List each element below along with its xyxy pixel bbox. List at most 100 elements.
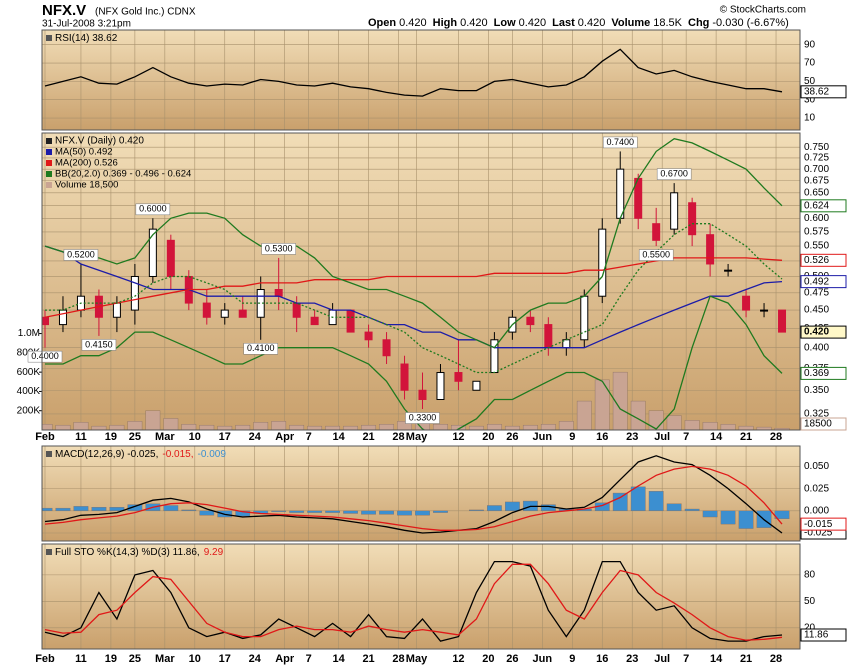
legend: RSI(14) 38.62 xyxy=(55,33,118,44)
legend-entry: MA(200) 0.526 xyxy=(55,158,118,169)
candle-body xyxy=(616,168,625,219)
quote-label: Last xyxy=(552,17,575,29)
x-tick-label: 10 xyxy=(189,653,201,665)
bar xyxy=(181,509,197,512)
annotation: 0.4000 xyxy=(31,351,59,361)
candle-body xyxy=(598,228,607,297)
panel-background xyxy=(42,30,800,130)
annotation: 0.6000 xyxy=(139,204,167,214)
y-tick-label: 0.000 xyxy=(804,505,829,516)
x-tick-label: 17 xyxy=(219,431,231,443)
candle-body xyxy=(418,389,427,401)
candle-body xyxy=(274,289,283,297)
end-label: -0.025 xyxy=(804,528,833,539)
bar xyxy=(720,424,736,430)
bar xyxy=(235,424,251,430)
bar xyxy=(684,508,700,512)
bar xyxy=(163,505,179,512)
bar xyxy=(181,424,197,430)
legend-icon xyxy=(46,182,52,188)
x-tick-label: Feb xyxy=(35,653,55,665)
copyright: © StockCharts.com xyxy=(720,5,806,16)
y2-tick-label: 1.0M xyxy=(18,328,40,339)
bar xyxy=(361,510,376,515)
bar xyxy=(127,504,143,512)
end-label: 0.369 xyxy=(804,368,829,379)
series-line xyxy=(44,563,783,641)
bar xyxy=(361,424,376,430)
x-tick-label: 21 xyxy=(362,653,374,665)
x-tick-label: 25 xyxy=(129,653,141,665)
candle-body xyxy=(148,228,157,277)
y-tick-label: 20 xyxy=(804,622,816,633)
bar xyxy=(666,415,682,430)
annotation-box xyxy=(405,412,440,424)
x-tick-label: 9 xyxy=(569,653,575,665)
bar xyxy=(271,510,287,512)
candle-body xyxy=(42,316,49,326)
x-tick-label: 14 xyxy=(710,653,723,665)
candle-body xyxy=(58,309,67,326)
x-tick-label: 21 xyxy=(740,431,752,443)
bar xyxy=(522,424,538,430)
legend-entry: MACD(12,26,9) -0.025, xyxy=(55,449,158,460)
legend-entry: RSI(14) 38.62 xyxy=(55,33,118,44)
candle-body xyxy=(526,316,535,326)
x-tick-label: 14 xyxy=(710,431,723,443)
x-tick-label: 19 xyxy=(105,653,117,665)
bar xyxy=(487,424,502,430)
end-label-box xyxy=(800,628,847,642)
bar xyxy=(666,503,682,512)
quote-value: -0.030 (-6.67%) xyxy=(712,17,788,29)
end-label: 0.526 xyxy=(804,255,829,266)
bar xyxy=(73,506,89,512)
quote-value: 18.5K xyxy=(653,17,682,29)
y-tick-label: 0.750 xyxy=(804,142,829,153)
legend-entry: BB(20,2.0) 0.369 - 0.496 - 0.624 xyxy=(55,169,191,180)
end-label: 0.420 xyxy=(804,327,829,338)
y2-tick-label: 200K xyxy=(17,405,41,416)
series-line xyxy=(44,138,783,349)
bar xyxy=(325,425,341,430)
bar xyxy=(630,486,646,512)
annotation: 0.5500 xyxy=(642,249,670,259)
bar xyxy=(684,420,700,430)
legend-label: NFX.V (Daily) 0.420 xyxy=(55,136,144,147)
candle-body xyxy=(688,202,697,236)
end-label-box xyxy=(800,325,847,339)
annotation: 0.5300 xyxy=(265,243,293,253)
legend-entry: -0.009 xyxy=(198,449,227,460)
bar xyxy=(756,426,772,430)
x-tick-label: 11 xyxy=(75,431,87,443)
y-tick-label: 80 xyxy=(804,570,816,581)
quote-label: Open xyxy=(368,17,396,29)
candle-body xyxy=(652,223,661,241)
panel-border xyxy=(41,543,801,650)
bar xyxy=(487,505,502,512)
candle-body xyxy=(436,372,445,401)
end-label: 0.492 xyxy=(804,276,829,287)
candle-body xyxy=(670,192,679,230)
bar xyxy=(42,424,53,430)
x-tick-label: 12 xyxy=(452,653,464,665)
x-tick-label: 26 xyxy=(506,431,518,443)
end-label-box xyxy=(800,275,847,289)
bar xyxy=(289,510,305,513)
candle-body xyxy=(220,309,229,318)
y-tick-label: 0.400 xyxy=(804,342,829,353)
bar xyxy=(702,422,718,430)
x-tick-label: 14 xyxy=(332,431,345,443)
y-tick-label: 0.725 xyxy=(804,153,829,164)
bar xyxy=(415,510,430,516)
x-tick-label: Mar xyxy=(155,653,175,665)
legend: Full STO %K(14,3) %D(3) 11.86, 9.29 xyxy=(55,547,224,558)
annotation: 0.6700 xyxy=(660,168,688,178)
bar xyxy=(648,410,664,430)
candle-body xyxy=(202,302,211,318)
bar xyxy=(343,425,358,430)
bar xyxy=(576,400,592,430)
bar xyxy=(702,510,718,518)
annotation-box xyxy=(261,243,296,255)
quote-value: 0.420 xyxy=(460,17,488,29)
